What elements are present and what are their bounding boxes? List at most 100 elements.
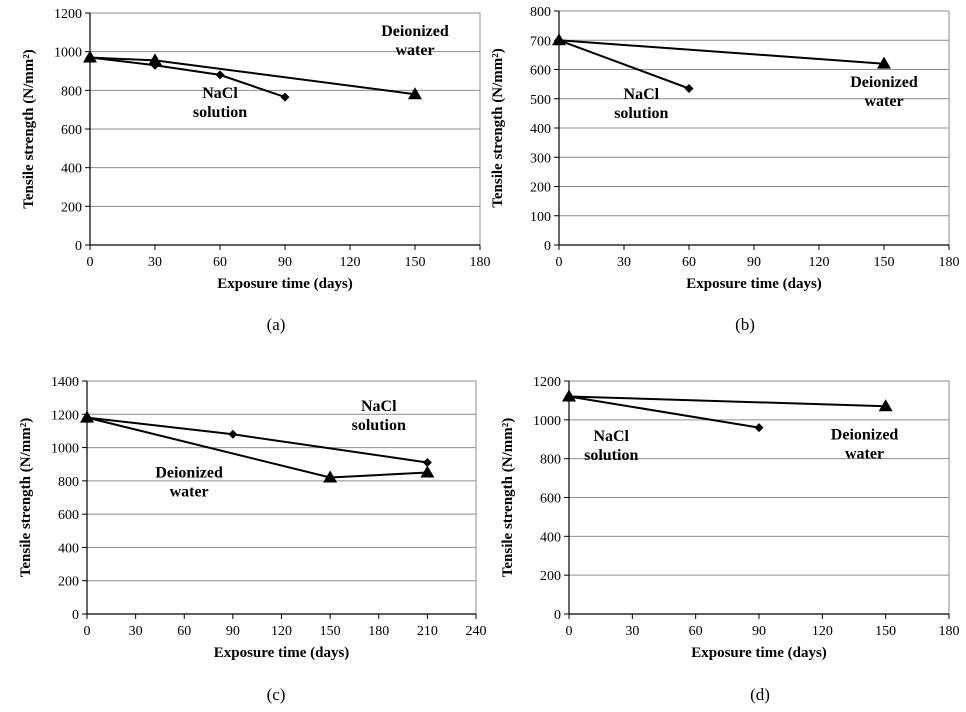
y-tick-label-a-1: 200 [61, 200, 82, 215]
x-tick-label-c-5: 150 [320, 624, 341, 639]
annotation-b-1-line-1: water [864, 93, 903, 110]
marker-b-nacl-solution-1 [684, 84, 694, 94]
y-tick-label-d-6: 1200 [533, 375, 561, 390]
marker-a-nacl-solution-2 [215, 70, 225, 80]
y-tick-label-a-3: 600 [61, 123, 82, 138]
y-tick-label-b-5: 500 [530, 93, 551, 108]
x-tick-label-d-5: 150 [875, 624, 896, 639]
annotation-b-0-line-1: solution [614, 105, 668, 122]
plot-border-c [86, 380, 477, 615]
x-tick-label-c-7: 210 [417, 624, 438, 639]
y-tick-label-a-2: 400 [61, 162, 82, 177]
panel-c: (c) 0 200 400 600 800 1000 1200 1400 0 30 60 90 120 1… [18, 375, 487, 704]
y-tick-label-c-6: 1200 [51, 408, 79, 423]
y-tick-label-b-2: 200 [530, 181, 551, 196]
x-tick-label-c-3: 90 [226, 624, 240, 639]
y-tick-label-b-4: 400 [530, 122, 551, 137]
x-tick-label-a-0: 0 [87, 255, 94, 270]
x-tick-label-c-2: 60 [177, 624, 191, 639]
annotation-a-1-line-1: solution [193, 104, 247, 121]
marker-c-deionized-water-1 [323, 470, 338, 483]
x-tick-label-b-2: 60 [682, 255, 696, 270]
x-tick-label-c-1: 30 [129, 624, 143, 639]
y-tick-label-c-4: 800 [58, 475, 79, 490]
x-tick-label-c-6: 180 [368, 624, 389, 639]
x-tick-label-c-0: 0 [84, 624, 91, 639]
x-tick-label-a-3: 90 [278, 255, 292, 270]
marker-b-deionized-water-1 [877, 56, 891, 69]
y-tick-label-a-4: 800 [61, 84, 82, 99]
y-tick-label-c-1: 200 [58, 575, 79, 590]
caption-c: (c) [267, 685, 286, 704]
annotation-b-0-line-0: NaCl [624, 86, 660, 103]
y-tick-label-b-0: 0 [544, 239, 551, 254]
x-tick-label-d-0: 0 [566, 624, 573, 639]
y-axis-title-c: Tensile strength (N/mm²) [18, 418, 34, 578]
caption-a: (a) [267, 315, 286, 334]
y-tick-label-b-6: 600 [530, 64, 551, 79]
marker-c-deionized-water-2 [420, 465, 435, 478]
series-line-b-deionized-water [558, 39, 885, 65]
x-axis-title-b: Exposure time (days) [686, 276, 822, 292]
annotation-d-0-line-0: NaCl [593, 428, 629, 445]
panel-a: (a) 0 200 400 600 800 1000 1200 0 30 60 90 120 150 18… [21, 7, 491, 334]
annotation-a-0-line-0: Deionized [381, 23, 449, 40]
y-axis-title-a: Tensile strength (N/mm²) [21, 49, 37, 209]
y-tick-label-a-6: 1200 [54, 7, 82, 22]
marker-c-deionized-water-0 [80, 410, 94, 423]
x-tick-label-d-2: 60 [689, 624, 703, 639]
annotation-d-1-line-1: water [845, 445, 884, 462]
marker-d-nacl-solution-1 [754, 423, 764, 433]
x-tick-label-a-1: 30 [148, 255, 162, 270]
x-tick-label-b-0: 0 [556, 255, 563, 270]
x-tick-label-a-4: 120 [340, 255, 361, 270]
x-tick-label-b-5: 150 [874, 255, 895, 270]
marker-d-deionized-water-1 [878, 399, 893, 412]
marker-c-nacl-solution-2 [422, 458, 432, 468]
y-tick-label-c-7: 1400 [51, 375, 79, 390]
x-tick-label-b-1: 30 [617, 255, 631, 270]
y-tick-label-b-1: 100 [530, 210, 551, 225]
x-tick-label-d-3: 90 [752, 624, 766, 639]
y-tick-label-d-4: 800 [540, 453, 561, 468]
marker-a-nacl-solution-3 [280, 92, 290, 102]
y-tick-label-d-0: 0 [554, 608, 561, 623]
annotation-c-1-line-1: water [170, 484, 209, 501]
x-tick-label-a-2: 60 [213, 255, 227, 270]
series-line-b-nacl-solution [558, 39, 690, 90]
y-tick-label-a-0: 0 [75, 239, 82, 254]
x-tick-label-d-6: 180 [939, 624, 960, 639]
x-tick-label-b-4: 120 [809, 255, 830, 270]
marker-b-deionized-water-0 [552, 33, 566, 46]
series-line-a-nacl-solution [89, 56, 286, 99]
annotation-d-1-line-0: Deionized [831, 426, 899, 443]
x-tick-label-a-6: 180 [470, 255, 491, 270]
y-tick-label-b-8: 800 [530, 5, 551, 20]
x-axis-title-d: Exposure time (days) [691, 645, 827, 661]
y-axis-title-d: Tensile strength (N/mm²) [500, 418, 516, 578]
marker-a-deionized-water-1 [148, 53, 162, 66]
x-tick-label-b-6: 180 [939, 255, 960, 270]
x-axis-title-c: Exposure time (days) [214, 645, 350, 661]
caption-b: (b) [735, 315, 755, 334]
y-tick-label-d-3: 600 [540, 492, 561, 507]
x-tick-label-d-1: 30 [625, 624, 639, 639]
caption-d: (d) [750, 685, 770, 704]
marker-c-nacl-solution-1 [228, 429, 238, 439]
marker-a-deionized-water-0 [83, 50, 97, 63]
series-line-d-deionized-water [568, 395, 886, 408]
y-tick-label-d-1: 200 [540, 569, 561, 584]
y-tick-label-c-5: 1000 [51, 442, 79, 457]
annotation-c-1-line-0: Deionized [155, 465, 223, 482]
y-tick-label-c-2: 400 [58, 541, 79, 556]
annotation-a-0-line-1: water [395, 42, 434, 59]
x-tick-label-c-8: 240 [466, 624, 487, 639]
series-line-d-nacl-solution [568, 395, 760, 429]
x-tick-label-a-5: 150 [405, 255, 426, 270]
annotation-c-0-line-1: solution [352, 417, 406, 434]
x-tick-label-c-4: 120 [271, 624, 292, 639]
y-tick-label-b-7: 700 [530, 34, 551, 49]
y-tick-label-d-2: 400 [540, 530, 561, 545]
annotation-c-0-line-0: NaCl [361, 398, 397, 415]
